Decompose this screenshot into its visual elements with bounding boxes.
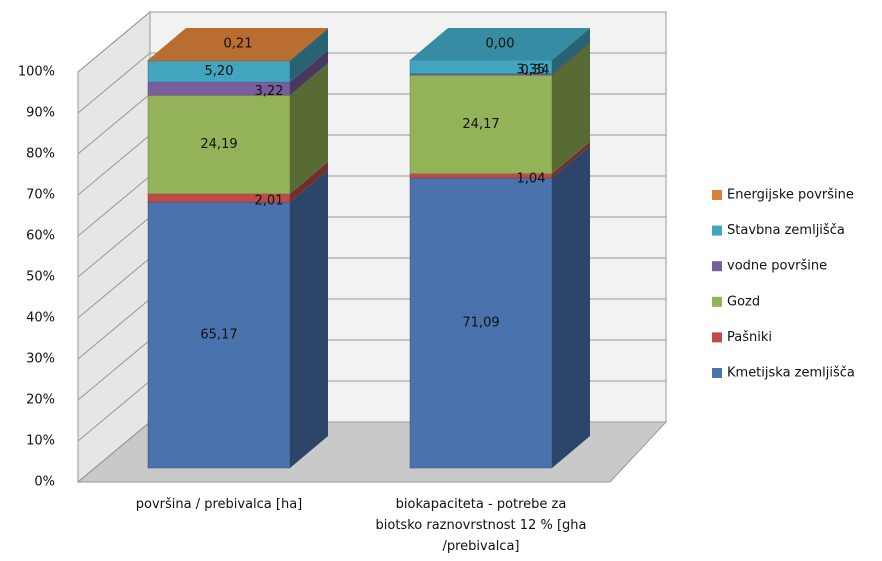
bar-top — [410, 28, 590, 61]
data-label: 65,17 — [200, 328, 237, 343]
bar — [409, 177, 553, 469]
y-tick-label: 60% — [26, 229, 55, 244]
y-tick-label: 30% — [26, 352, 55, 367]
data-label: 1,04 — [517, 171, 546, 186]
legend-swatch — [712, 368, 722, 378]
data-label: 71,09 — [462, 315, 499, 330]
data-label: 0,34 — [521, 63, 550, 78]
x-tick-label: površina / prebivalca [ha] — [135, 497, 303, 512]
bar-side — [552, 41, 590, 76]
legend-swatch — [712, 190, 722, 200]
y-tick-label: 80% — [26, 147, 55, 162]
x-tick-label: biokapaciteta - potrebe za biotsko razno… — [375, 497, 587, 554]
data-label: 0,21 — [224, 37, 253, 52]
y-tick-label: 10% — [26, 434, 55, 449]
data-label: 5,20 — [205, 64, 234, 79]
bar-side — [290, 28, 328, 83]
legend-label: Stavbna zemljišča — [727, 223, 845, 238]
bar-top — [148, 28, 328, 60]
data-label: 24,19 — [200, 137, 237, 152]
bar-side — [290, 170, 328, 469]
legend-swatch — [712, 332, 722, 343]
data-label: 24,17 — [462, 117, 499, 132]
data-label: 0,00 — [486, 37, 515, 52]
bar-side — [552, 43, 590, 174]
y-tick-label: 70% — [26, 188, 55, 203]
y-tick-label: 50% — [26, 270, 55, 285]
bar-side — [290, 161, 328, 203]
bar — [409, 74, 553, 174]
grid-line — [77, 11, 666, 73]
y-tick-label: 0% — [34, 475, 55, 490]
legend-label: Pašniki — [727, 330, 772, 345]
bar-side — [552, 28, 590, 74]
y-tick-label: 90% — [26, 106, 55, 121]
bar-side — [290, 50, 328, 96]
legend-swatch — [712, 261, 722, 272]
legend-swatch — [712, 296, 722, 307]
bar — [147, 94, 291, 195]
y-tick-label: 20% — [26, 393, 55, 408]
legend-label: Gozd — [727, 294, 760, 309]
bar-side — [290, 63, 328, 194]
data-label: 2,01 — [255, 194, 284, 209]
data-label: 3,22 — [255, 84, 284, 99]
legend-swatch — [712, 225, 722, 236]
data-label: 3,35 — [517, 62, 546, 77]
y-tick-label: 40% — [26, 311, 55, 326]
bar-side — [552, 145, 590, 468]
bar — [147, 59, 291, 62]
legend-label: Energijske površine — [727, 188, 854, 203]
legend-label: vodne površine — [727, 259, 827, 274]
y-tick-label: 100% — [18, 65, 55, 80]
bar-side — [552, 141, 590, 178]
bar-side — [290, 28, 328, 61]
legend-label: Kmetijska zemljišča — [727, 366, 855, 381]
